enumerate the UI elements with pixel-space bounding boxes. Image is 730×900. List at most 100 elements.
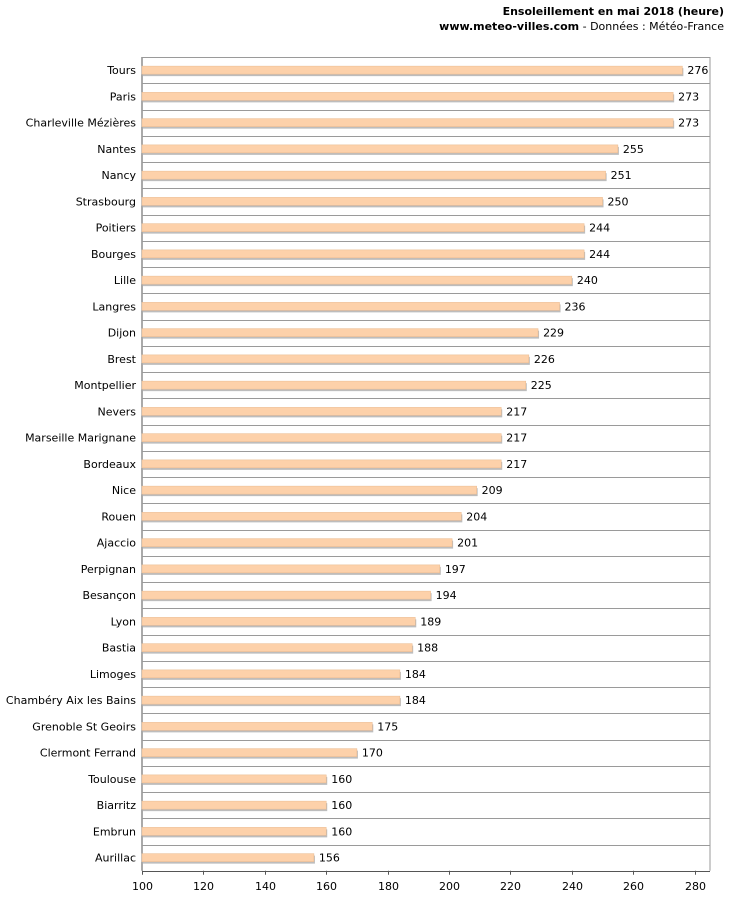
category-label: Marseille Marignane — [25, 432, 136, 445]
category-label: Ajaccio — [97, 537, 136, 550]
bar — [141, 92, 674, 101]
value-label: 244 — [589, 248, 610, 261]
value-label: 184 — [405, 668, 426, 681]
bar — [141, 800, 327, 810]
category-label: Tours — [106, 64, 136, 77]
category-label: Brest — [107, 353, 136, 366]
category-label: Perpignan — [81, 563, 136, 576]
bar — [141, 275, 573, 285]
bar — [141, 170, 606, 180]
bar — [141, 512, 462, 521]
value-label: 217 — [506, 432, 527, 445]
bar — [141, 695, 401, 705]
bar — [141, 774, 327, 784]
value-label: 226 — [534, 353, 555, 366]
bar — [141, 617, 416, 626]
value-label: 201 — [457, 537, 478, 550]
category-label: Dijon — [108, 327, 136, 340]
category-label: Lille — [114, 274, 136, 287]
category-label: Montpellier — [74, 379, 136, 392]
x-tick-label: 100 — [132, 880, 153, 893]
bar — [141, 564, 441, 574]
value-label: 194 — [436, 589, 457, 602]
category-label: Biarritz — [97, 799, 137, 812]
x-tick-label: 160 — [316, 880, 337, 893]
x-tick-label: 260 — [623, 880, 644, 893]
category-label: Bourges — [91, 248, 136, 261]
chart-header: Ensoleillement en mai 2018 (heure) www.m… — [439, 4, 724, 34]
bar — [141, 538, 453, 547]
value-label: 160 — [331, 773, 352, 786]
value-label: 170 — [362, 747, 383, 760]
bar — [141, 302, 560, 311]
value-label: 276 — [687, 64, 708, 77]
bar — [141, 485, 477, 495]
bar — [141, 433, 502, 442]
bar — [141, 590, 431, 600]
category-label: Nevers — [97, 405, 136, 418]
bar — [141, 722, 373, 731]
category-label: Limoges — [90, 668, 136, 681]
value-label: 160 — [331, 799, 352, 812]
category-label: Paris — [110, 90, 136, 103]
value-label: 217 — [506, 458, 527, 471]
bar — [141, 223, 585, 232]
category-label: Lyon — [111, 615, 136, 628]
bar — [141, 354, 530, 364]
chart-title: Ensoleillement en mai 2018 (heure) — [502, 5, 724, 18]
bar — [141, 643, 413, 652]
value-label: 175 — [377, 720, 398, 733]
x-tick-label: 120 — [193, 880, 214, 893]
category-label: Bastia — [102, 642, 136, 655]
bar — [141, 328, 539, 337]
value-label: 251 — [611, 169, 632, 182]
value-label: 160 — [331, 825, 352, 838]
bar — [141, 249, 585, 259]
category-label: Embrun — [93, 825, 136, 838]
value-label: 240 — [577, 274, 598, 287]
x-tick-label: 140 — [255, 880, 276, 893]
x-tick-label: 280 — [685, 880, 706, 893]
bar — [141, 459, 502, 469]
bar — [141, 748, 358, 757]
bar — [141, 380, 527, 390]
bar — [141, 197, 603, 206]
x-tick-label: 240 — [562, 880, 583, 893]
category-label: Aurillac — [95, 852, 136, 865]
data-source: - Données : Météo-France — [579, 20, 724, 33]
value-label: 236 — [565, 300, 586, 313]
category-label: Chambéry Aix les Bains — [6, 694, 136, 707]
x-tick-label: 180 — [378, 880, 399, 893]
value-label: 244 — [589, 222, 610, 235]
value-label: 229 — [543, 327, 564, 340]
value-label: 273 — [678, 90, 699, 103]
category-label: Langres — [92, 300, 136, 313]
value-label: 273 — [678, 117, 699, 130]
category-label: Clermont Ferrand — [40, 747, 136, 760]
category-label: Besançon — [82, 589, 136, 602]
value-label: 204 — [466, 510, 487, 523]
value-label: 217 — [506, 405, 527, 418]
x-tick-label: 200 — [439, 880, 460, 893]
bar — [141, 853, 315, 862]
category-label: Charleville Mézières — [26, 117, 137, 130]
category-label: Rouen — [101, 510, 136, 523]
bar — [141, 669, 401, 679]
bar — [141, 827, 327, 836]
value-label: 225 — [531, 379, 552, 392]
bar — [141, 65, 683, 75]
bar — [141, 144, 619, 154]
category-label: Bordeaux — [83, 458, 136, 471]
site-link[interactable]: www.meteo-villes.com — [439, 20, 580, 33]
value-label: 197 — [445, 563, 466, 576]
category-label: Nantes — [97, 143, 136, 156]
value-label: 188 — [417, 642, 438, 655]
value-label: 156 — [319, 852, 340, 865]
bar — [141, 118, 674, 127]
value-label: 209 — [482, 484, 503, 497]
value-label: 255 — [623, 143, 644, 156]
category-label: Nice — [112, 484, 136, 497]
bar — [141, 407, 502, 416]
category-label: Grenoble St Geoirs — [32, 720, 136, 733]
